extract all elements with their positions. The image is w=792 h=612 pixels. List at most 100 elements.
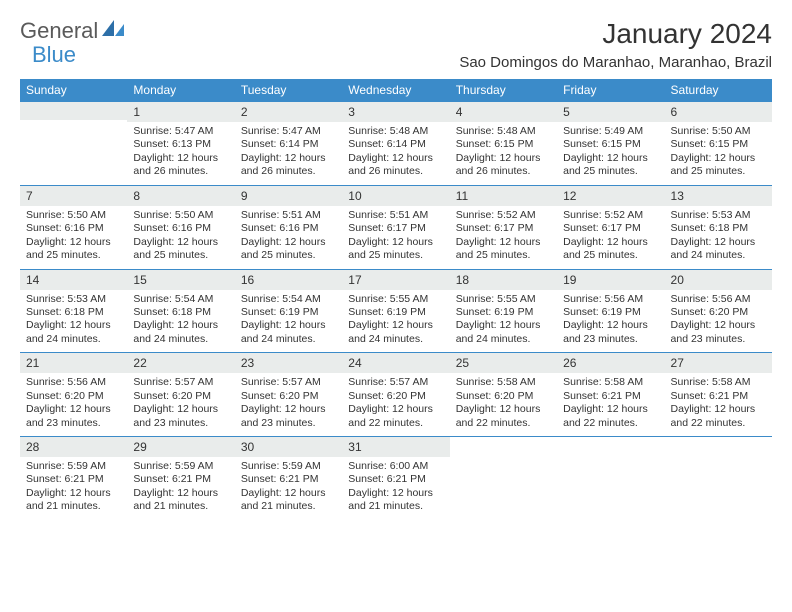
day-number: 31	[342, 437, 449, 457]
sunrise-line: Sunrise: 5:55 AM	[348, 293, 428, 305]
day-details: Sunrise: 5:51 AMSunset: 6:17 PMDaylight:…	[342, 206, 449, 269]
calendar-cell: 15Sunrise: 5:54 AMSunset: 6:18 PMDayligh…	[127, 269, 234, 353]
sunset-line: Sunset: 6:17 PM	[563, 222, 641, 234]
day-number: 24	[342, 353, 449, 373]
day-header-thursday: Thursday	[450, 79, 557, 102]
calendar-cell: 30Sunrise: 5:59 AMSunset: 6:21 PMDayligh…	[235, 437, 342, 520]
day-number: 22	[127, 353, 234, 373]
calendar-cell: 11Sunrise: 5:52 AMSunset: 6:17 PMDayligh…	[450, 185, 557, 269]
day-details: Sunrise: 5:47 AMSunset: 6:14 PMDaylight:…	[235, 122, 342, 185]
sunrise-line: Sunrise: 5:56 AM	[26, 376, 106, 388]
page-title: January 2024	[459, 18, 772, 50]
day-details: Sunrise: 5:58 AMSunset: 6:20 PMDaylight:…	[450, 373, 557, 436]
sunrise-line: Sunrise: 5:47 AM	[133, 125, 213, 137]
sunrise-line: Sunrise: 5:59 AM	[241, 460, 321, 472]
header: General January 2024 Sao Domingos do Mar…	[20, 18, 772, 71]
day-number: 27	[665, 353, 772, 373]
logo-word2: Blue	[32, 42, 76, 67]
day-details: Sunrise: 5:53 AMSunset: 6:18 PMDaylight:…	[665, 206, 772, 269]
daylight-line: Daylight: 12 hours and 25 minutes.	[241, 236, 326, 261]
day-number: 12	[557, 186, 664, 206]
day-details: Sunrise: 5:51 AMSunset: 6:16 PMDaylight:…	[235, 206, 342, 269]
daylight-line: Daylight: 12 hours and 24 minutes.	[133, 319, 218, 344]
title-block: January 2024 Sao Domingos do Maranhao, M…	[459, 18, 772, 71]
day-details: Sunrise: 5:54 AMSunset: 6:18 PMDaylight:…	[127, 290, 234, 353]
sunrise-line: Sunrise: 5:57 AM	[348, 376, 428, 388]
daylight-line: Daylight: 12 hours and 26 minutes.	[241, 152, 326, 177]
sunset-line: Sunset: 6:20 PM	[26, 390, 104, 402]
sunset-line: Sunset: 6:19 PM	[348, 306, 426, 318]
calendar-cell	[557, 437, 664, 520]
calendar-cell: 23Sunrise: 5:57 AMSunset: 6:20 PMDayligh…	[235, 353, 342, 437]
day-header-sunday: Sunday	[20, 79, 127, 102]
daylight-line: Daylight: 12 hours and 25 minutes.	[671, 152, 756, 177]
day-number: 6	[665, 102, 772, 122]
calendar-cell: 20Sunrise: 5:56 AMSunset: 6:20 PMDayligh…	[665, 269, 772, 353]
calendar-body: 1 Sunrise: 5:47 AMSunset: 6:13 PM Daylight…	[20, 102, 772, 520]
sunrise-line: Sunrise: 5:55 AM	[456, 293, 536, 305]
sunrise-line: Sunrise: 5:50 AM	[26, 209, 106, 221]
day-number: 5	[557, 102, 664, 122]
day-number: 26	[557, 353, 664, 373]
calendar-cell: 31Sunrise: 6:00 AMSunset: 6:21 PMDayligh…	[342, 437, 449, 520]
day-details: Sunrise: 5:59 AMSunset: 6:21 PMDaylight:…	[235, 457, 342, 520]
calendar-cell: 12Sunrise: 5:52 AMSunset: 6:17 PMDayligh…	[557, 185, 664, 269]
sunrise-line: Sunrise: 5:48 AM	[456, 125, 536, 137]
sunset-line: Sunset: 6:15 PM	[563, 138, 641, 150]
day-details: Sunrise: 5:56 AMSunset: 6:19 PMDaylight:…	[557, 290, 664, 353]
daylight-line: Daylight: 12 hours and 25 minutes.	[456, 236, 541, 261]
sunrise-line: Sunrise: 5:58 AM	[456, 376, 536, 388]
calendar-row: 1 Sunrise: 5:47 AMSunset: 6:13 PM Daylight…	[20, 102, 772, 186]
calendar-cell: 10Sunrise: 5:51 AMSunset: 6:17 PMDayligh…	[342, 185, 449, 269]
sunrise-line: Sunrise: 5:56 AM	[563, 293, 643, 305]
calendar-cell: 17Sunrise: 5:55 AMSunset: 6:19 PMDayligh…	[342, 269, 449, 353]
day-details: Sunrise: 5:50 AMSunset: 6:16 PMDaylight:…	[127, 206, 234, 269]
sunset-line: Sunset: 6:14 PM	[241, 138, 319, 150]
calendar-cell: 2Sunrise: 5:47 AMSunset: 6:14 PMDaylight…	[235, 102, 342, 186]
sunset-line: Sunset: 6:19 PM	[563, 306, 641, 318]
calendar-cell: 21Sunrise: 5:56 AMSunset: 6:20 PMDayligh…	[20, 353, 127, 437]
day-details: Sunrise: 5:57 AMSunset: 6:20 PMDaylight:…	[342, 373, 449, 436]
sunset-line: Sunset: 6:16 PM	[133, 222, 211, 234]
daylight-line: Daylight: 12 hours and 26 minutes.	[456, 152, 541, 177]
sunset-line: Sunset: 6:17 PM	[348, 222, 426, 234]
calendar-cell: 4Sunrise: 5:48 AMSunset: 6:15 PMDaylight…	[450, 102, 557, 186]
sunset-line: Sunset: 6:20 PM	[671, 306, 749, 318]
day-number: 2	[235, 102, 342, 122]
sunrise-line: Sunrise: 5:56 AM	[671, 293, 751, 305]
day-details: Sunrise: 5:58 AMSunset: 6:21 PMDaylight:…	[665, 373, 772, 436]
sunset-line: Sunset: 6:13 PM	[133, 138, 211, 150]
day-number: 19	[557, 270, 664, 290]
day-number: 1	[127, 102, 234, 122]
daylight-line: Daylight: 12 hours and 21 minutes.	[348, 487, 433, 512]
sunset-line: Sunset: 6:16 PM	[241, 222, 319, 234]
daylight-line: Daylight: 12 hours and 24 minutes.	[26, 319, 111, 344]
sunset-line: Sunset: 6:19 PM	[241, 306, 319, 318]
sunset-line: Sunset: 6:18 PM	[133, 306, 211, 318]
blank-daynum	[20, 102, 127, 120]
sunset-line: Sunset: 6:20 PM	[348, 390, 426, 402]
calendar-cell: 1Sunrise: 5:47 AMSunset: 6:13 PMDaylight…	[127, 102, 234, 186]
sunrise-line: Sunrise: 5:54 AM	[241, 293, 321, 305]
daylight-line: Daylight: 12 hours and 23 minutes.	[241, 403, 326, 428]
calendar-row: 14Sunrise: 5:53 AMSunset: 6:18 PMDayligh…	[20, 269, 772, 353]
daylight-line: Daylight: 12 hours and 25 minutes.	[563, 236, 648, 261]
daylight-line: Daylight: 12 hours and 25 minutes.	[563, 152, 648, 177]
calendar-cell: 19Sunrise: 5:56 AMSunset: 6:19 PMDayligh…	[557, 269, 664, 353]
sunset-line: Sunset: 6:16 PM	[26, 222, 104, 234]
sunset-line: Sunset: 6:21 PM	[241, 473, 319, 485]
sunset-line: Sunset: 6:20 PM	[133, 390, 211, 402]
sunset-line: Sunset: 6:15 PM	[456, 138, 534, 150]
day-number: 21	[20, 353, 127, 373]
calendar-cell: 14Sunrise: 5:53 AMSunset: 6:18 PMDayligh…	[20, 269, 127, 353]
sunrise-line: Sunrise: 5:58 AM	[563, 376, 643, 388]
day-number: 23	[235, 353, 342, 373]
day-details: Sunrise: 5:48 AMSunset: 6:14 PMDaylight:…	[342, 122, 449, 185]
day-details: Sunrise: 5:54 AMSunset: 6:19 PMDaylight:…	[235, 290, 342, 353]
sunrise-line: Sunrise: 5:52 AM	[456, 209, 536, 221]
calendar-row: 7Sunrise: 5:50 AMSunset: 6:16 PMDaylight…	[20, 185, 772, 269]
calendar-cell	[450, 437, 557, 520]
day-number: 7	[20, 186, 127, 206]
day-details: Sunrise: 5:50 AMSunset: 6:15 PMDaylight:…	[665, 122, 772, 185]
daylight-line: Daylight: 12 hours and 25 minutes.	[133, 236, 218, 261]
